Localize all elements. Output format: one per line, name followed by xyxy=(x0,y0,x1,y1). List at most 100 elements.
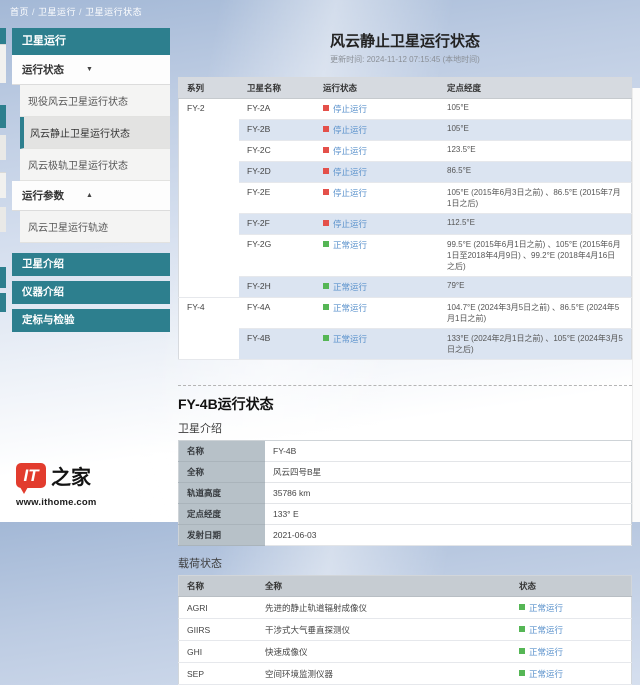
table-row: SEP 空间环境监测仪器 正常运行 xyxy=(178,662,632,685)
status-square-icon xyxy=(519,603,525,610)
ithome-logo-icon: IT xyxy=(16,463,46,494)
status-link[interactable]: 停止运行 xyxy=(333,146,368,156)
status-cell: 正常运行 xyxy=(511,618,632,641)
status-link[interactable]: 正常运行 xyxy=(333,240,368,250)
chevron-up-icon: ▲ xyxy=(86,192,93,199)
sidebar-root-satellite-operation[interactable]: 卫星运行 xyxy=(12,28,170,55)
longitude-cell: 105°E xyxy=(439,119,632,141)
status-cell: 停止运行 xyxy=(315,140,439,162)
sidebar-item-active-fengyun-status[interactable]: 现役风云卫星运行状态 xyxy=(20,85,170,117)
status-cell: 正常运行 xyxy=(511,662,632,685)
longitude-cell: 86.5°E xyxy=(439,161,632,183)
sidebar-section-satellite-intro[interactable]: 卫星介绍 xyxy=(12,253,170,276)
payload-fullname-cell: 干涉式大气垂直探测仪 xyxy=(257,618,511,641)
breadcrumb-home-link[interactable]: 首页 xyxy=(10,7,30,17)
status-link[interactable]: 正常运行 xyxy=(529,668,564,679)
breadcrumb-satellite-ops-link[interactable]: 卫星运行 xyxy=(38,7,77,17)
status-cell: 停止运行 xyxy=(315,213,439,235)
status-link[interactable]: 停止运行 xyxy=(333,188,368,198)
satellite-name-cell: FY-2B xyxy=(239,119,315,141)
sidebar-group-items: 风云卫星运行轨迹 xyxy=(20,211,170,243)
sidebar-item-geostationary-status[interactable]: 风云静止卫星运行状态 xyxy=(20,117,170,149)
col-header-payload-status: 状态 xyxy=(511,575,632,597)
table-row: FY-2 FY-2A 停止运行 105°E xyxy=(178,98,632,298)
table-row: FY-4 FY-4A 正常运行 104.7°E (2024年3月5日之前) 、8… xyxy=(178,297,632,360)
left-edge-artifact xyxy=(0,207,6,232)
status-link[interactable]: 正常运行 xyxy=(333,334,368,344)
left-edge-artifact xyxy=(0,293,6,312)
sidebar-group-label: 运行参数 xyxy=(22,190,64,202)
table-row: 定点经度 133° E xyxy=(178,503,632,525)
info-value-cell: 2021-06-03 xyxy=(265,524,632,546)
sidebar-section-instrument-intro[interactable]: 仪器介绍 xyxy=(12,281,170,304)
breadcrumb-current-page[interactable]: 卫星运行状态 xyxy=(85,7,143,17)
status-square-icon xyxy=(323,105,329,111)
payload-fullname-cell: 快速成像仪 xyxy=(257,640,511,663)
table-row: FY-4B 正常运行 133°E (2024年2月1日之前) 、105°E (2… xyxy=(179,328,632,360)
table-row: AGRI 先进的静止轨道辐射成像仪 正常运行 xyxy=(178,596,632,619)
status-link[interactable]: 正常运行 xyxy=(333,303,368,313)
left-edge-artifact xyxy=(0,135,6,160)
satellite-name-cell: FY-2E xyxy=(239,182,315,214)
status-square-icon xyxy=(323,283,329,289)
sidebar-item-polar-orbit-status[interactable]: 风云极轨卫星运行状态 xyxy=(20,149,170,181)
col-header-series: 系列 xyxy=(178,77,239,99)
left-edge-artifact xyxy=(0,44,6,83)
status-link[interactable]: 正常运行 xyxy=(529,602,564,613)
status-cell: 正常运行 xyxy=(511,596,632,619)
detail-section-title: FY-4B运行状态 xyxy=(178,396,274,412)
sidebar-section-calibration[interactable]: 定标与检验 xyxy=(12,309,170,332)
info-key-cell: 发射日期 xyxy=(178,524,265,546)
table-row: 名称 FY-4B xyxy=(178,440,632,462)
table-row: FY-2D 停止运行 86.5°E xyxy=(179,161,632,183)
payload-name-cell: SEP xyxy=(178,662,257,685)
info-key-cell: 轨道高度 xyxy=(178,482,265,504)
payload-fullname-cell: 先进的静止轨道辐射成像仪 xyxy=(257,596,511,619)
status-cell: 正常运行 xyxy=(315,297,439,329)
left-edge-artifact xyxy=(0,172,6,198)
status-link[interactable]: 正常运行 xyxy=(529,646,564,657)
satellite-name-cell: FY-2G xyxy=(239,234,315,277)
status-link[interactable]: 正常运行 xyxy=(333,282,368,292)
status-link[interactable]: 停止运行 xyxy=(333,167,368,177)
satellite-name-cell: FY-2C xyxy=(239,140,315,162)
table-header-row: 名称 全称 状态 xyxy=(178,575,632,597)
satellite-status-table: 系列 卫星名称 运行状态 定点经度 FY-2 FY-2A 停止运行 105°E … xyxy=(178,77,632,360)
status-square-icon xyxy=(323,126,329,132)
satellite-name-cell: FY-2A xyxy=(239,98,315,120)
scrollbar[interactable] xyxy=(632,88,640,522)
table-row: GHI 快速成像仪 正常运行 xyxy=(178,640,632,663)
payload-name-cell: GHI xyxy=(178,640,257,663)
info-key-cell: 名称 xyxy=(178,440,265,462)
sidebar-group-operation-status[interactable]: 运行状态 ▼ xyxy=(12,55,170,85)
status-link[interactable]: 正常运行 xyxy=(529,624,564,635)
table-row: GIIRS 干涉式大气垂直探测仪 正常运行 xyxy=(178,618,632,641)
status-cell: 停止运行 xyxy=(315,119,439,141)
status-link[interactable]: 停止运行 xyxy=(333,219,368,229)
longitude-cell: 123.5°E xyxy=(439,140,632,162)
sidebar-item-satellite-track[interactable]: 风云卫星运行轨迹 xyxy=(20,211,170,243)
page-title: 风云静止卫星运行状态 xyxy=(329,33,480,50)
table-row: FY-2H 正常运行 79°E xyxy=(179,276,632,298)
info-value-cell: 35786 km xyxy=(265,482,632,504)
left-edge-artifact xyxy=(0,105,6,128)
satellite-name-cell: FY-4B xyxy=(239,328,315,360)
status-cell: 停止运行 xyxy=(315,98,439,120)
status-square-icon xyxy=(323,304,329,310)
sidebar-group-operation-parameters[interactable]: 运行参数 ▲ xyxy=(12,181,170,211)
status-link[interactable]: 停止运行 xyxy=(333,104,368,114)
payload-name-cell: AGRI xyxy=(178,596,257,619)
ithome-url: www.ithome.com xyxy=(16,497,97,508)
update-time: 更新时间: 2024-11-12 07:15:45 (本地时间) xyxy=(330,55,480,64)
status-link[interactable]: 停止运行 xyxy=(333,125,368,135)
payload-status-label: 载荷状态 xyxy=(178,558,222,570)
status-square-icon xyxy=(323,220,329,226)
status-square-icon xyxy=(323,189,329,195)
table-row: FY-2F 停止运行 112.5°E xyxy=(179,213,632,235)
ithome-logo: IT 之家 www.ithome.com xyxy=(16,461,97,508)
info-value-cell: 风云四号B星 xyxy=(265,461,632,483)
status-cell: 正常运行 xyxy=(511,640,632,663)
payload-name-cell: GIIRS xyxy=(178,618,257,641)
payload-fullname-cell: 空间环境监测仪器 xyxy=(257,662,511,685)
table-row: 轨道高度 35786 km xyxy=(178,482,632,504)
